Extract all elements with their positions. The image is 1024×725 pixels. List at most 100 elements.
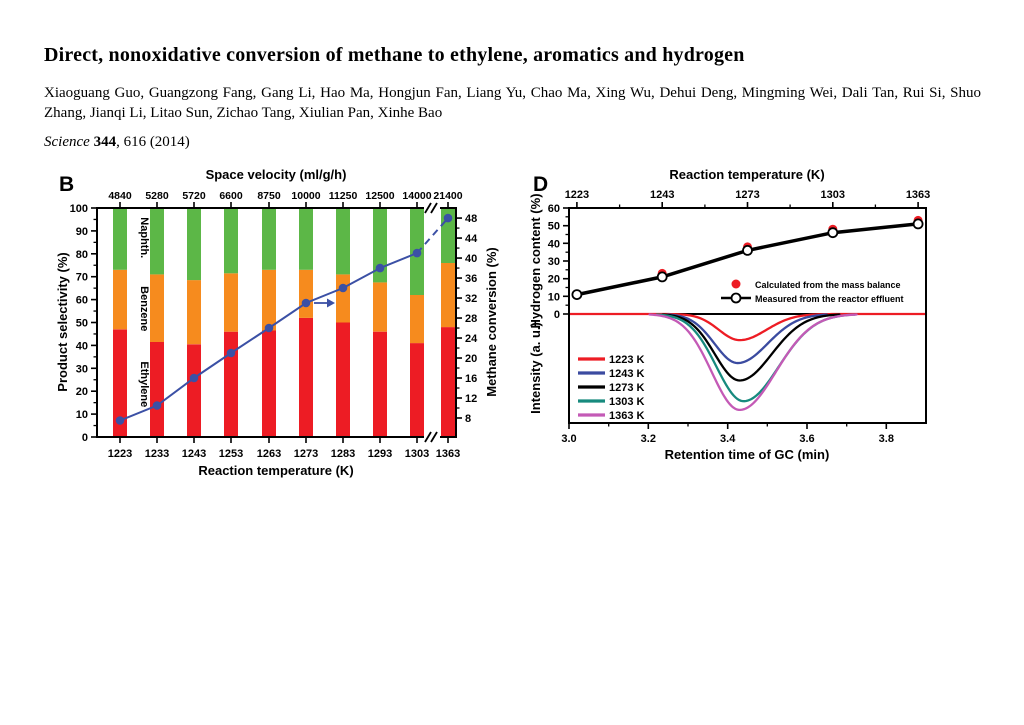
svg-text:3.6: 3.6: [799, 433, 814, 445]
right-axis: 8 12 16 20 24 28 32 36 40 44 48: [456, 213, 478, 425]
bar-1273: [299, 208, 313, 437]
top-axis-title: Space velocity (ml/g/h): [206, 167, 347, 182]
svg-text:3.8: 3.8: [879, 433, 894, 445]
bar-1293: [373, 208, 387, 437]
conversion-point: [115, 416, 125, 425]
svg-text:48: 48: [465, 213, 477, 225]
paper-title: Direct, nonoxidative conversion of metha…: [44, 44, 745, 66]
bar-1363: [441, 208, 455, 437]
svg-text:30: 30: [548, 256, 560, 268]
gc-curve-1273-k: [661, 313, 841, 382]
conversion-point: [152, 401, 162, 410]
svg-text:1293: 1293: [368, 448, 392, 460]
svg-text:40: 40: [548, 238, 560, 250]
measured-point: [827, 227, 839, 239]
svg-text:40: 40: [76, 340, 88, 352]
svg-text:36: 36: [465, 273, 477, 285]
svg-text:8750: 8750: [257, 190, 281, 202]
svg-text:100: 100: [70, 203, 88, 215]
authors-line-2: Zhang, Jianqi Li, Litao Sun, Zichao Tang…: [44, 105, 443, 121]
svg-text:20: 20: [465, 353, 477, 365]
svg-text:1363: 1363: [436, 448, 460, 460]
svg-text:3.0: 3.0: [561, 433, 576, 445]
legend-open-circle-marker: [730, 292, 742, 304]
bottom-axis-title: Retention time of GC (min): [665, 447, 830, 462]
svg-text:5280: 5280: [145, 190, 169, 202]
bar-1303: [410, 208, 424, 437]
svg-text:0: 0: [554, 309, 560, 321]
hydrogen-legend: Calculated from the mass balance Measured…: [721, 279, 904, 304]
conversion-point: [301, 298, 311, 308]
gc-curve-1363-k: [648, 313, 858, 412]
svg-text:12: 12: [465, 393, 477, 405]
conversion-point: [189, 373, 199, 383]
svg-text:1273: 1273: [294, 448, 318, 460]
svg-text:60: 60: [548, 203, 560, 215]
bar-1263: [262, 208, 276, 437]
svg-text:1243: 1243: [650, 189, 674, 201]
svg-text:4840: 4840: [108, 190, 132, 202]
measured-point: [742, 245, 753, 256]
svg-text:44: 44: [465, 233, 478, 245]
axis-break: [424, 431, 440, 443]
svg-text:1233: 1233: [145, 448, 169, 460]
svg-text:1283: 1283: [331, 448, 355, 460]
gc-curve-1303-k: [655, 313, 857, 403]
svg-text:80: 80: [76, 249, 88, 261]
bars: [113, 208, 455, 437]
legend-label-1303-k: 1303 K: [609, 396, 645, 408]
svg-text:21400: 21400: [433, 190, 462, 202]
panel-d-chart: D Reaction temperature (K) 1223 1243 1273 130…: [528, 167, 930, 462]
legend-filled-circle-marker: [731, 279, 741, 289]
svg-text:60: 60: [76, 295, 88, 307]
citation-journal: Science: [44, 134, 90, 150]
svg-text:28: 28: [465, 313, 477, 325]
svg-text:3.4: 3.4: [720, 433, 736, 445]
svg-text:1363: 1363: [906, 189, 930, 201]
gc-curves: [567, 312, 928, 412]
legend-label-1273-k: 1273 K: [609, 382, 645, 394]
intensity-axis-title: Intensity (a. u.): [528, 322, 543, 414]
bar-1243: [187, 208, 201, 437]
top-axis: 1223 1243 1273 1303 1363: [565, 189, 930, 208]
legend-label-1363-k: 1363 K: [609, 410, 645, 422]
svg-text:5720: 5720: [182, 190, 206, 202]
legend-label-1243-k: 1243 K: [609, 368, 645, 380]
svg-text:1303: 1303: [821, 189, 845, 201]
conversion-point: [443, 213, 453, 223]
svg-text:1243: 1243: [182, 448, 206, 460]
top-axis-title: Reaction temperature (K): [669, 167, 824, 182]
svg-text:50: 50: [76, 318, 88, 330]
svg-text:1273: 1273: [735, 189, 759, 201]
svg-text:24: 24: [465, 333, 478, 345]
legend-label-calculated: Calculated from the mass balance: [755, 280, 901, 290]
svg-text:12500: 12500: [365, 190, 394, 202]
panel-letter-b: B: [59, 173, 74, 196]
measured-point: [571, 289, 583, 301]
conversion-point: [375, 263, 385, 273]
svg-text:10: 10: [548, 291, 560, 303]
measured-point: [912, 218, 924, 230]
svg-text:11250: 11250: [329, 190, 358, 202]
left-axis: 0 10 20 30 40 50 60: [548, 203, 569, 321]
bar-1233: [150, 208, 164, 437]
conversion-point: [338, 283, 348, 293]
author-list: Xiaoguang Guo, Guangzong Fang, Gang Li, …: [44, 83, 981, 123]
svg-text:1223: 1223: [108, 448, 132, 460]
svg-text:6600: 6600: [219, 190, 243, 202]
top-axis: 4840 5280 5720 6600 8750 10000 11250 12500 14000…: [108, 190, 463, 208]
panel-b-chart: B Space velocity (ml/g/h)4840 5280 5720 6600…: [55, 167, 499, 478]
bar-1253: [224, 208, 238, 437]
conversion-point: [226, 348, 236, 358]
legend-label-1223-k: 1223 K: [609, 354, 645, 366]
svg-text:32: 32: [465, 293, 477, 305]
gc-curve-1243-k: [666, 313, 828, 365]
svg-text:40: 40: [465, 253, 477, 265]
bar-1283: [336, 208, 350, 437]
citation-volume: 344: [93, 134, 117, 150]
svg-text:90: 90: [76, 226, 88, 238]
svg-text:10: 10: [76, 409, 88, 421]
segment-label-ethylene: Ethylene: [138, 361, 150, 407]
